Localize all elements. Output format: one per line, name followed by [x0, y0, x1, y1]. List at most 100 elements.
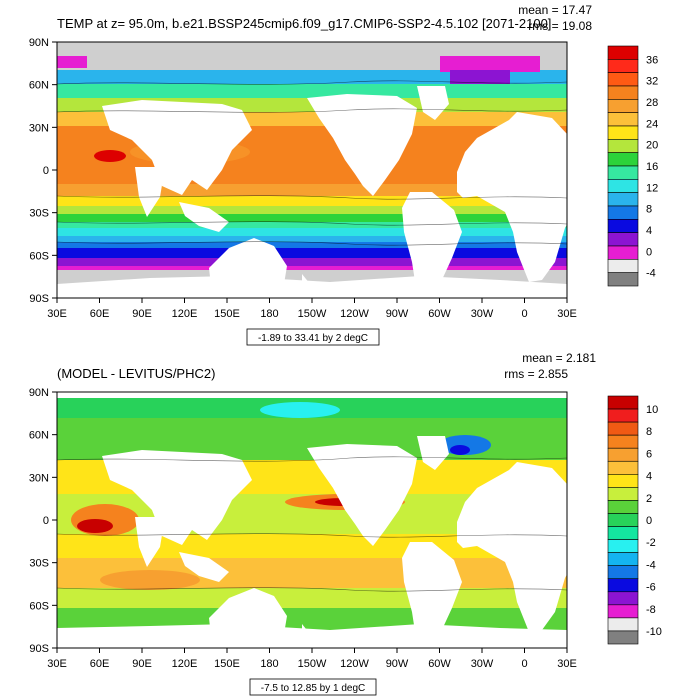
lon-tick-label: 150E: [214, 308, 240, 320]
colorbar-swatch: [607, 219, 639, 233]
lon-tick-label: 150W: [298, 658, 327, 670]
lon-tick-label: 90W: [386, 308, 409, 320]
panel2-mean-label: mean = 2.181: [522, 351, 596, 365]
lat-tick-label: 90S: [29, 293, 49, 305]
lon-tick-label: 120W: [340, 308, 369, 320]
colorbar-swatch: [607, 205, 639, 220]
lat-tick-label: 60S: [29, 250, 49, 262]
panel1-rms-label: rms = 19.08: [528, 19, 592, 33]
lat-tick-label: 60S: [29, 600, 49, 612]
lon-tick-label: 60E: [90, 658, 110, 670]
panel1: TEMP at z= 95.0m, b.e21.BSSP245cmip6.f09…: [29, 3, 658, 346]
colorbar-label: -4: [646, 268, 656, 280]
panel2-range-box: -7.5 to 12.85 by 1 degC: [249, 678, 377, 696]
colorbar-swatch: [607, 447, 639, 462]
colorbar-swatch: [607, 578, 639, 593]
lon-tick-label: 60W: [428, 308, 451, 320]
colorbar-swatch: [607, 565, 639, 580]
colorbar-swatch: [607, 85, 639, 100]
colorbar-label: 24: [646, 118, 658, 130]
colorbar-swatch: [607, 526, 639, 540]
lon-tick-label: 90W: [386, 658, 409, 670]
lon-tick-label: 90E: [132, 308, 152, 320]
colorbar-label: 20: [646, 140, 658, 152]
panel1-range-label: -1.89 to 33.41 by 2 degC: [258, 333, 368, 344]
lat-tick-label: 30N: [29, 122, 49, 134]
colorbar-swatch: [607, 272, 639, 287]
panel2-lat-axis: 90N 60N 30N 0 30S 60S 90S: [29, 387, 57, 655]
colorbar-label: 0: [646, 246, 652, 258]
colorbar-label: -2: [646, 537, 656, 549]
panel2-map: [57, 392, 567, 648]
lat-tick-label: 30N: [29, 472, 49, 484]
colorbar-swatch: [607, 513, 639, 527]
panel2-range-label: -7.5 to 12.85 by 1 degC: [261, 683, 366, 694]
lon-tick-label: 30E: [557, 308, 577, 320]
lat-tick-label: 90S: [29, 643, 49, 655]
panel1-title: TEMP at z= 95.0m, b.e21.BSSP245cmip6.f09…: [57, 16, 551, 31]
colorbar-label: 0: [646, 515, 652, 527]
colorbar-label: -10: [646, 626, 662, 638]
colorbar-swatch: [607, 112, 639, 127]
colorbar-label: 36: [646, 54, 658, 66]
lat-tick-label: 90N: [29, 37, 49, 49]
lon-tick-label: 30E: [47, 308, 67, 320]
colorbar-swatch: [607, 552, 639, 566]
lon-tick-label: 180: [260, 658, 278, 670]
lon-tick-label: 0: [521, 658, 527, 670]
lat-tick-label: 0: [43, 165, 49, 177]
colorbar-swatch: [607, 487, 639, 501]
lon-tick-label: 30E: [47, 658, 67, 670]
panel1-range-box: -1.89 to 33.41 by 2 degC: [246, 328, 380, 346]
colorbar-label: 8: [646, 204, 652, 216]
colorbar-label: 4: [646, 471, 652, 483]
colorbar-swatch: [607, 474, 639, 488]
colorbar-swatch: [607, 232, 639, 247]
colorbar-swatch: [607, 72, 639, 87]
colorbar-label: 12: [646, 182, 658, 194]
colorbar-swatch: [607, 434, 639, 449]
colorbar-label: -8: [646, 604, 656, 616]
lat-tick-label: 30S: [29, 208, 49, 220]
lon-tick-label: 150W: [298, 308, 327, 320]
panel1-mean-label: mean = 17.47: [518, 3, 592, 17]
lat-tick-label: 0: [43, 515, 49, 527]
colorbar-swatch: [607, 99, 639, 113]
panel2-title: (MODEL - LEVITUS/PHC2): [57, 366, 215, 381]
colorbar-swatch: [607, 192, 639, 207]
lat-tick-label: 90N: [29, 387, 49, 399]
colorbar-swatch: [607, 45, 639, 60]
colorbar-swatch: [607, 539, 639, 553]
colorbar-swatch: [607, 259, 639, 273]
lon-tick-label: 180: [260, 308, 278, 320]
lon-tick-label: 90E: [132, 658, 152, 670]
colorbar-swatch: [607, 591, 639, 606]
colorbar-swatch: [607, 59, 639, 73]
lon-tick-label: 120W: [340, 658, 369, 670]
lon-tick-label: 60W: [428, 658, 451, 670]
colorbar-label: 28: [646, 97, 658, 109]
panel2: (MODEL - LEVITUS/PHC2) mean = 2.181 rms …: [29, 351, 662, 696]
lon-tick-label: 60E: [90, 308, 110, 320]
lon-tick-label: 150E: [214, 658, 240, 670]
lat-tick-label: 60N: [29, 430, 49, 442]
lon-tick-label: 120E: [172, 308, 198, 320]
panel1-lat-axis: 90N 60N 30N 0 30S 60S 90S: [29, 37, 57, 305]
colorbar-label: 4: [646, 225, 652, 237]
lon-tick-label: 30W: [471, 308, 494, 320]
panel1-map: [57, 42, 567, 298]
colorbar-label: -4: [646, 559, 656, 571]
colorbar-swatch: [607, 165, 639, 180]
colorbar-swatch: [607, 395, 639, 410]
panel1-lon-axis: 30E 60E 90E 120E 150E 180 150W 120W 90W 60W 30W 0 30…: [47, 298, 577, 320]
colorbar-swatch: [607, 630, 639, 645]
colorbar-label: 6: [646, 448, 652, 460]
colorbar-swatch: [607, 139, 639, 153]
lon-tick-label: 30E: [557, 658, 577, 670]
panel2-rms-label: rms = 2.855: [504, 367, 568, 381]
colorbar-label: 32: [646, 76, 658, 88]
lat-tick-label: 30S: [29, 558, 49, 570]
colorbar-label: 10: [646, 404, 658, 416]
colorbar-swatch: [607, 152, 639, 167]
